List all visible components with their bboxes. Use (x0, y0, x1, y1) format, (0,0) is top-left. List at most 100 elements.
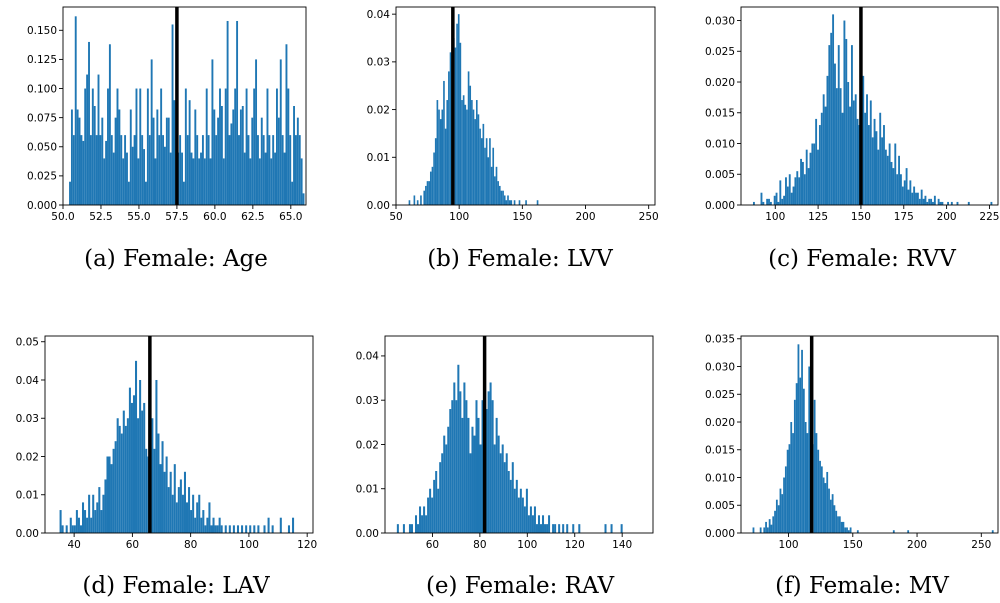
histogram-bar (862, 75, 865, 206)
histogram-bar (811, 143, 814, 205)
histogram-bar (485, 409, 488, 533)
histogram-bar (511, 462, 514, 533)
histogram-bar (118, 425, 121, 533)
x-tick-label: 60 (426, 539, 439, 551)
histogram-bar (120, 433, 123, 533)
histogram-bar (920, 189, 923, 205)
histogram-bar (182, 181, 185, 205)
histogram-bar (184, 88, 187, 205)
histogram-bar (212, 517, 215, 533)
histogram-bar (88, 41, 90, 205)
histogram-bar (801, 349, 803, 533)
histogram-bar (479, 128, 481, 205)
histogram-bar (888, 143, 891, 205)
x-tick-label: 125 (808, 211, 828, 223)
histogram-bar (873, 118, 876, 205)
histogram-bar (802, 388, 805, 533)
histogram-bar (150, 59, 153, 205)
histogram-bar (402, 524, 405, 533)
histogram-bar (813, 143, 816, 205)
histogram-bar (819, 460, 821, 533)
histogram-bar (786, 186, 789, 205)
histogram-bar (941, 201, 944, 205)
histogram-bar (752, 201, 755, 205)
histogram-bar (200, 517, 203, 533)
histogram-bar (408, 524, 411, 533)
histogram-bar (155, 379, 158, 533)
histogram-bar (844, 527, 847, 533)
y-tick-label: 0.010 (705, 138, 735, 150)
histogram-bar (907, 530, 910, 533)
histogram-bar (70, 109, 73, 205)
histogram-bar (519, 488, 522, 533)
histogram-bar (439, 462, 442, 533)
histogram-bar (482, 123, 485, 205)
histogram-bar (169, 471, 172, 533)
histogram-bar (205, 88, 208, 205)
y-tick-label: 0.075 (27, 112, 57, 124)
histogram-bar (245, 525, 248, 533)
histogram-bar (279, 517, 282, 533)
x-tick-label: 225 (979, 211, 999, 223)
histogram-bar (916, 192, 919, 205)
histogram-bar (531, 515, 534, 533)
histogram-bar (849, 527, 852, 533)
histogram-bar (548, 515, 551, 533)
histogram-bar (763, 527, 766, 533)
histogram-bar (792, 433, 794, 533)
axes-frame (395, 6, 656, 206)
histogram-bar (824, 106, 827, 205)
histogram-bar (99, 135, 102, 205)
histogram-bar (837, 516, 839, 533)
histogram-bar (167, 487, 170, 533)
histogram-bar (847, 530, 850, 533)
y-tick-label: 0.01 (367, 152, 390, 164)
histogram-bar (795, 383, 798, 533)
histogram-bar (421, 515, 424, 533)
histogram-bar (255, 59, 258, 205)
histogram-bar (181, 494, 184, 533)
histogram-bar (566, 524, 569, 533)
histogram-bar (572, 524, 575, 533)
histogram-bar (133, 135, 136, 205)
histogram-bar (271, 525, 274, 533)
histogram-bar (831, 494, 834, 533)
histogram-bar (459, 42, 462, 205)
histogram-bar (529, 506, 532, 533)
axes-frame (384, 335, 654, 534)
histogram-bar (498, 185, 501, 205)
histogram-bar (477, 114, 480, 205)
histogram-bar (98, 487, 101, 533)
histogram-bar (826, 471, 829, 533)
y-tick-label: 0.005 (705, 500, 735, 512)
histogram-bar (490, 166, 493, 205)
histogram-bar (428, 181, 430, 205)
histogram-bar (439, 119, 442, 205)
histogram-bar (901, 186, 904, 205)
histogram-bar (456, 23, 458, 206)
histogram-bar (291, 181, 294, 205)
histogram-bar (114, 441, 117, 533)
histogram-bar (466, 109, 468, 205)
histogram-bar (805, 149, 808, 205)
histogram-bar (219, 88, 221, 205)
histogram-bar (100, 510, 103, 533)
histogram-bar (143, 402, 146, 533)
histogram-bar (774, 510, 776, 533)
histogram-bar (190, 152, 193, 205)
histogram-bar (86, 517, 89, 533)
histogram-bar (924, 195, 927, 205)
histogram-bar (505, 200, 508, 205)
x-tick-label: 100 (517, 539, 537, 551)
y-tick-label: 0.000 (705, 528, 735, 540)
histogram-bar (224, 88, 227, 205)
histogram-bar (122, 158, 125, 205)
histogram-bar (95, 135, 98, 205)
x-tick-label: 100 (449, 211, 469, 223)
histogram-bar (220, 525, 223, 533)
histogram-bar (604, 524, 607, 533)
histogram-bar (139, 88, 142, 205)
x-tick-label: 40 (67, 539, 80, 551)
histogram-bar (913, 186, 916, 205)
